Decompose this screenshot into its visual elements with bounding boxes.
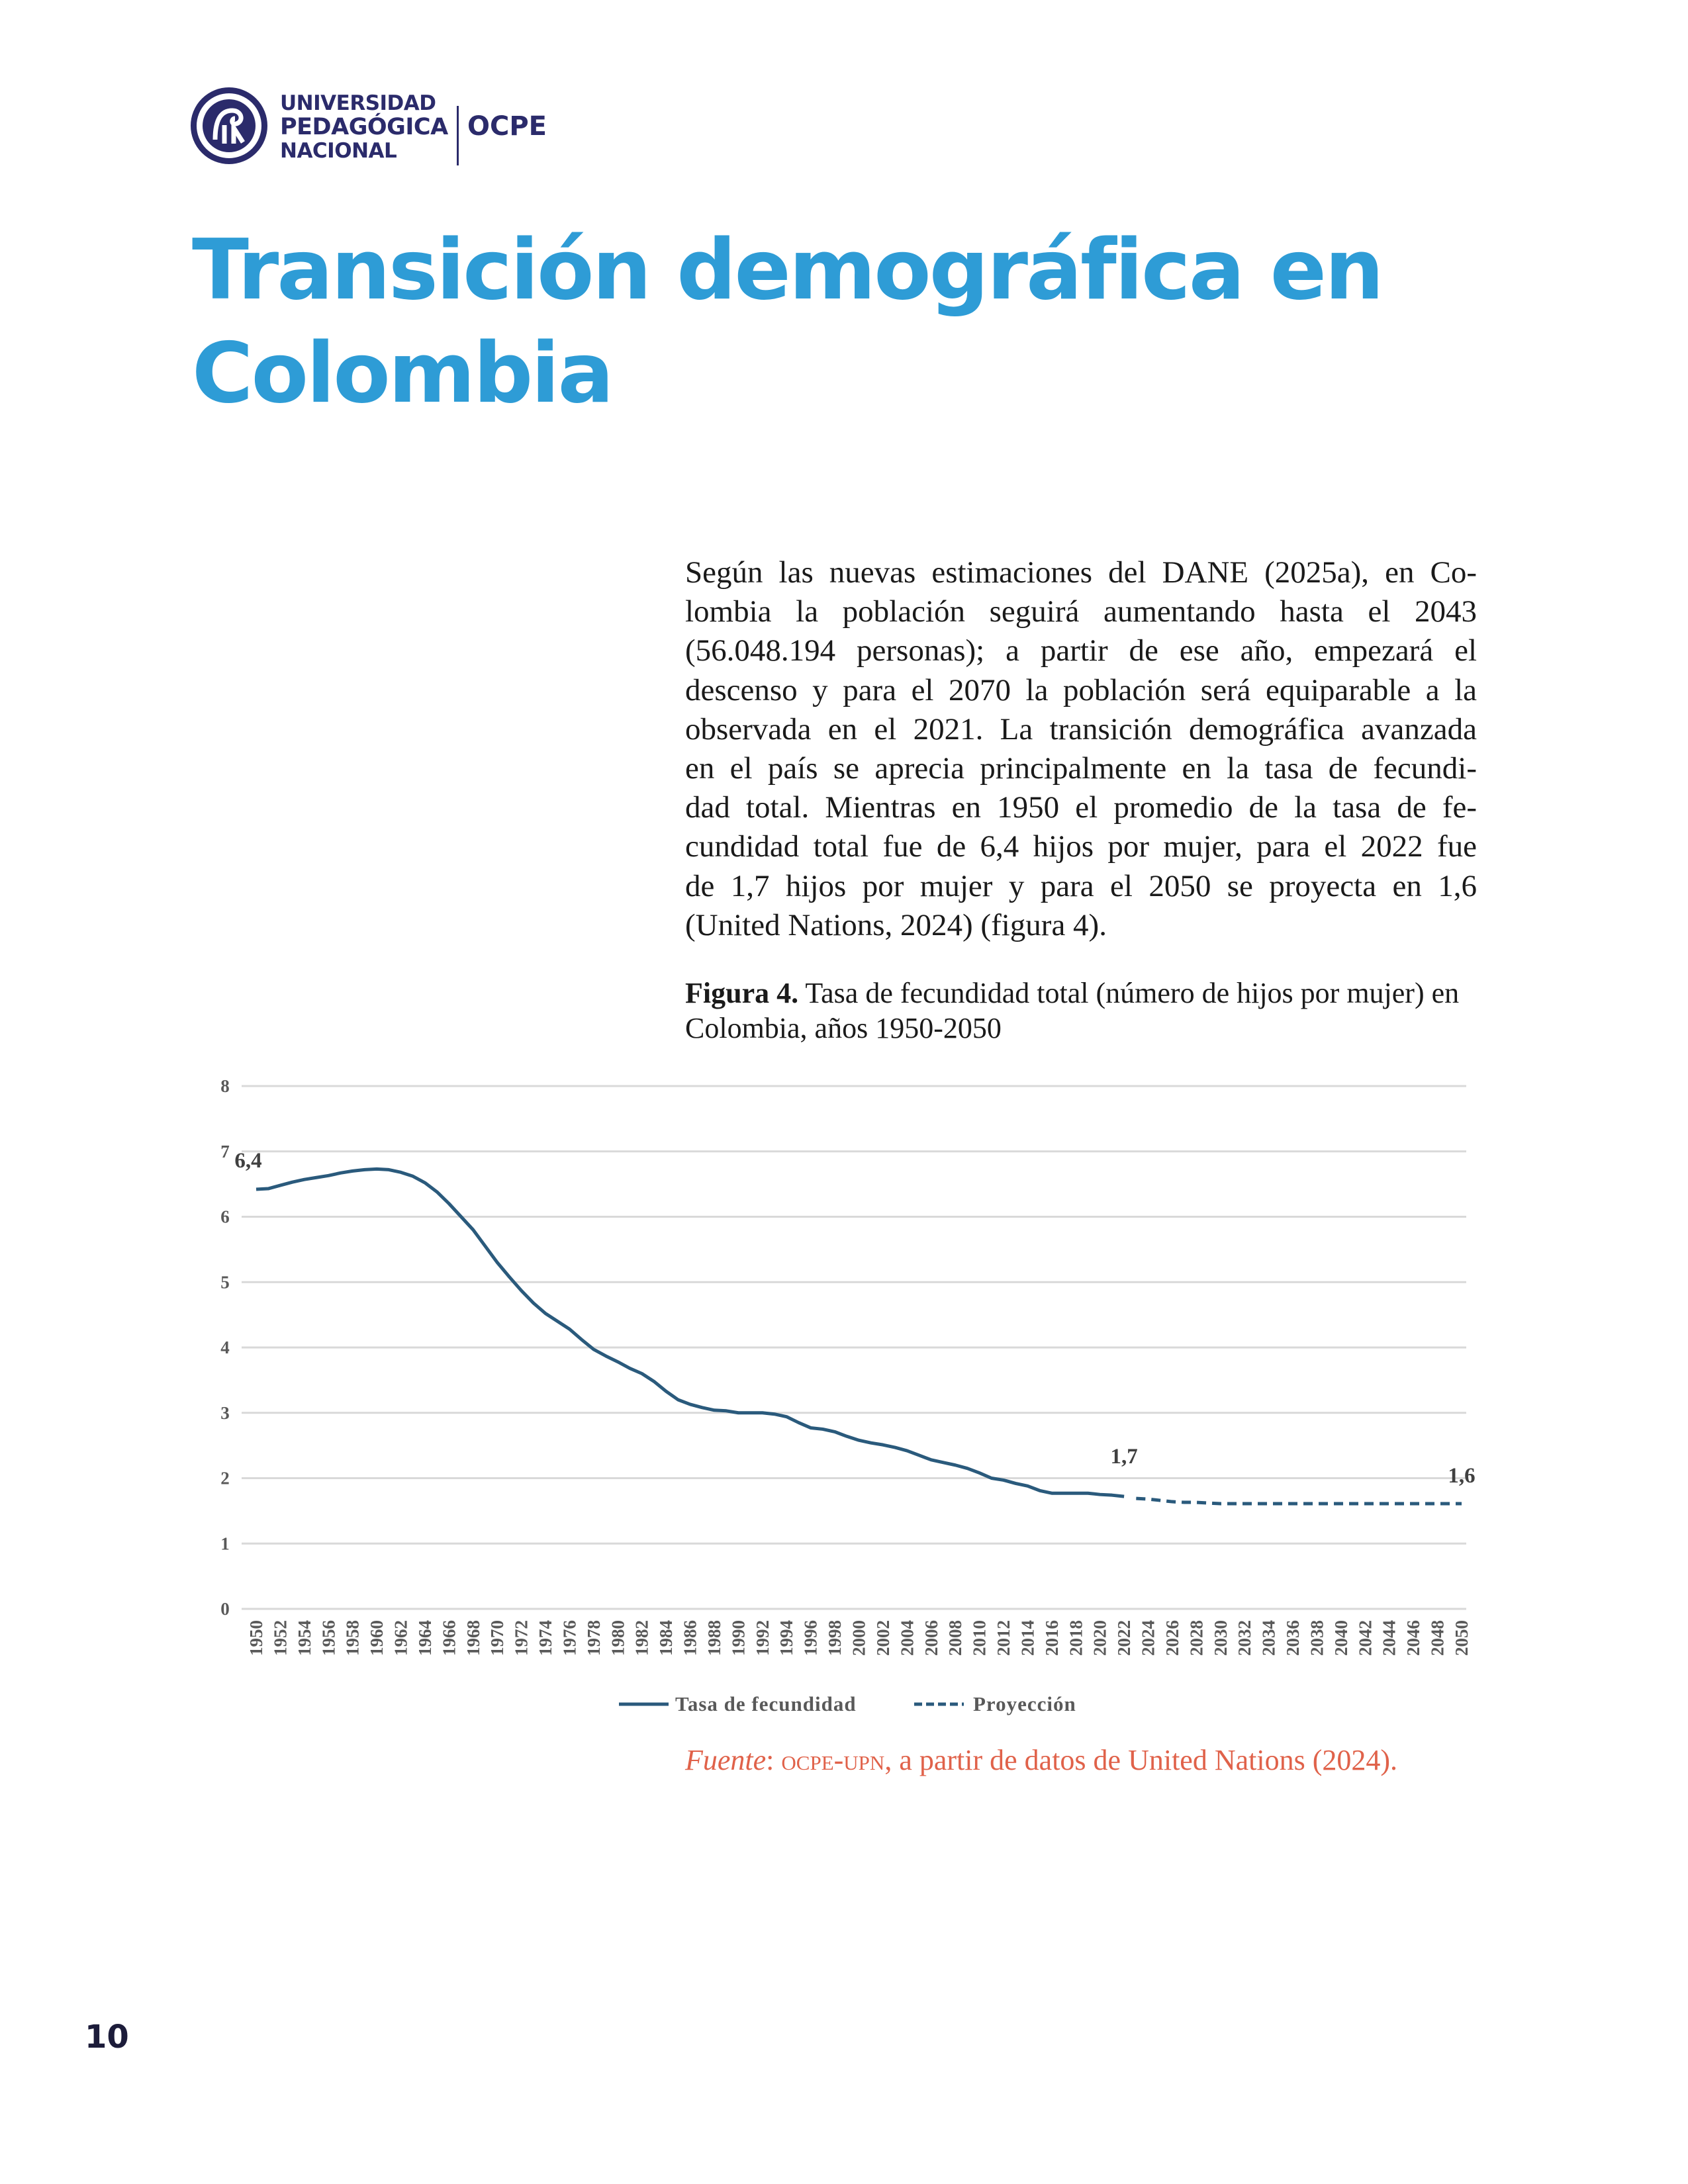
x-tick-label: 2048 xyxy=(1428,1620,1448,1656)
x-tick-label: 2006 xyxy=(921,1620,941,1656)
unit-name: OCPE xyxy=(467,111,547,142)
y-tick-label: 6 xyxy=(220,1207,230,1227)
x-tick-label: 2036 xyxy=(1283,1620,1303,1656)
paragraph-line: observada en el 2021. La transición demo… xyxy=(685,711,1477,747)
x-tick-label: 2028 xyxy=(1186,1620,1206,1656)
y-tick-label: 3 xyxy=(220,1403,230,1423)
x-tick-label: 2044 xyxy=(1380,1620,1399,1656)
x-tick-label: 2010 xyxy=(970,1620,990,1656)
figure-source: Fuente: ocpe-upn, a partir de datos de U… xyxy=(685,1743,1397,1777)
x-tick-label: 1992 xyxy=(753,1620,773,1656)
x-tick-label: 1958 xyxy=(343,1620,363,1656)
y-tick-label: 4 xyxy=(220,1338,230,1357)
x-tick-label: 1976 xyxy=(559,1620,579,1656)
paragraph-line: (United Nations, 2024) (figura 4). xyxy=(685,907,1107,942)
x-tick-label: 1956 xyxy=(318,1620,338,1656)
logo-wordmark: UNIVERSIDAD PEDAGÓGICA NACIONAL xyxy=(280,91,448,163)
x-tick-label: 2024 xyxy=(1139,1620,1158,1656)
x-tick-label: 2020 xyxy=(1090,1620,1110,1656)
paragraph-line: en el país se aprecia principalmente en … xyxy=(685,751,1477,786)
paragraph-line: dad total. Mientras en 1950 el promedio … xyxy=(685,790,1477,825)
x-tick-label: 2050 xyxy=(1452,1620,1472,1656)
x-tick-label: 1994 xyxy=(776,1620,796,1656)
source-label: Fuente xyxy=(685,1744,767,1776)
x-tick-label: 1980 xyxy=(608,1620,628,1656)
data-label: 6,4 xyxy=(234,1149,261,1173)
logo-line: UNIVERSIDAD xyxy=(280,91,436,115)
paragraph-line: cundidad total fue de 6,4 hijos por muje… xyxy=(685,829,1477,864)
x-tick-label: 1978 xyxy=(584,1620,604,1656)
x-tick-label: 2038 xyxy=(1307,1620,1327,1656)
logo-line: NACIONAL xyxy=(280,139,397,163)
source-sep: : xyxy=(766,1744,782,1776)
x-tick-label: 2030 xyxy=(1211,1620,1231,1656)
x-tick-label: 2032 xyxy=(1235,1620,1254,1656)
paragraph-line: descenso y para el 2070 la población ser… xyxy=(685,672,1477,707)
x-tick-label: 1968 xyxy=(463,1620,483,1656)
source-org: ocpe-upn xyxy=(781,1744,885,1776)
x-tick-label: 2016 xyxy=(1042,1620,1062,1656)
x-tick-label: 1962 xyxy=(391,1620,411,1656)
x-tick-label: 2018 xyxy=(1066,1620,1086,1656)
x-tick-label: 1996 xyxy=(801,1620,821,1656)
x-tick-label: 1986 xyxy=(680,1620,700,1656)
paragraph-line: lombia la población seguirá aumentando h… xyxy=(685,594,1477,629)
x-tick-label: 1952 xyxy=(270,1620,290,1656)
source-text: , a partir de datos de United Nations (2… xyxy=(884,1744,1398,1776)
y-tick-label: 5 xyxy=(220,1272,230,1292)
x-tick-label: 2026 xyxy=(1162,1620,1182,1656)
x-tick-label: 2042 xyxy=(1355,1620,1375,1656)
x-tick-label: 1988 xyxy=(704,1620,724,1656)
x-tick-label: 2012 xyxy=(994,1620,1013,1656)
x-tick-label: 1966 xyxy=(439,1620,459,1656)
x-tick-label: 1998 xyxy=(825,1620,845,1656)
data-label: 1,6 xyxy=(1448,1464,1475,1488)
x-tick-label: 2046 xyxy=(1403,1620,1423,1656)
figure-caption-text: Tasa de fecundidad total (número de hijo… xyxy=(685,977,1460,1044)
x-tick-label: 1984 xyxy=(656,1620,676,1656)
figure-caption: Figura 4. Tasa de fecundidad total (núme… xyxy=(685,976,1477,1046)
x-tick-label: 1950 xyxy=(246,1620,266,1656)
x-tick-label: 1974 xyxy=(536,1620,555,1656)
x-tick-label: 1960 xyxy=(367,1620,387,1656)
page-title: Transición demográfica en Colombia xyxy=(192,221,1384,422)
legend-label: Tasa de fecundidad xyxy=(675,1692,857,1715)
upn-emblem-icon xyxy=(191,87,267,164)
x-tick-label: 1964 xyxy=(415,1620,435,1656)
paragraph-line: (56.048.194 personas); a partir de ese a… xyxy=(685,633,1477,668)
x-tick-label: 1982 xyxy=(632,1620,652,1656)
paragraph-line: de 1,7 hijos por mujer y para el 2050 se… xyxy=(685,868,1477,903)
university-logo: UNIVERSIDAD PEDAGÓGICA NACIONAL OCPE xyxy=(191,85,561,171)
x-tick-label: 2004 xyxy=(897,1620,917,1656)
paragraph-line: Según las nuevas estimaciones del DANE (… xyxy=(685,555,1477,590)
logo-divider xyxy=(457,106,459,165)
data-label: 1,7 xyxy=(1110,1445,1137,1469)
figure-label: Figura 4. xyxy=(685,977,799,1009)
x-tick-label: 1970 xyxy=(487,1620,507,1656)
y-tick-label: 0 xyxy=(220,1599,230,1619)
fertility-rate-line xyxy=(256,1167,1125,1498)
legend-label: Proyección xyxy=(973,1692,1076,1715)
y-tick-label: 1 xyxy=(220,1533,230,1553)
body-paragraph: Según las nuevas estimaciones del DANE (… xyxy=(685,553,1477,945)
logo-line: PEDAGÓGICA xyxy=(280,114,448,140)
x-tick-label: 2034 xyxy=(1259,1620,1279,1656)
x-tick-label: 2014 xyxy=(1017,1620,1037,1656)
projection-line xyxy=(1136,1496,1462,1506)
y-tick-label: 2 xyxy=(220,1469,230,1488)
x-tick-label: 2040 xyxy=(1331,1620,1351,1656)
y-tick-label: 8 xyxy=(220,1076,230,1096)
page-number: 10 xyxy=(85,2019,129,2056)
x-tick-label: 1954 xyxy=(295,1620,314,1656)
x-tick-label: 2022 xyxy=(1114,1620,1134,1656)
x-tick-label: 1990 xyxy=(728,1620,748,1656)
x-tick-label: 2000 xyxy=(849,1620,869,1656)
y-tick-label: 7 xyxy=(220,1142,230,1161)
x-tick-label: 2008 xyxy=(945,1620,965,1656)
x-tick-label: 1972 xyxy=(512,1620,532,1656)
x-tick-label: 2002 xyxy=(873,1620,893,1656)
